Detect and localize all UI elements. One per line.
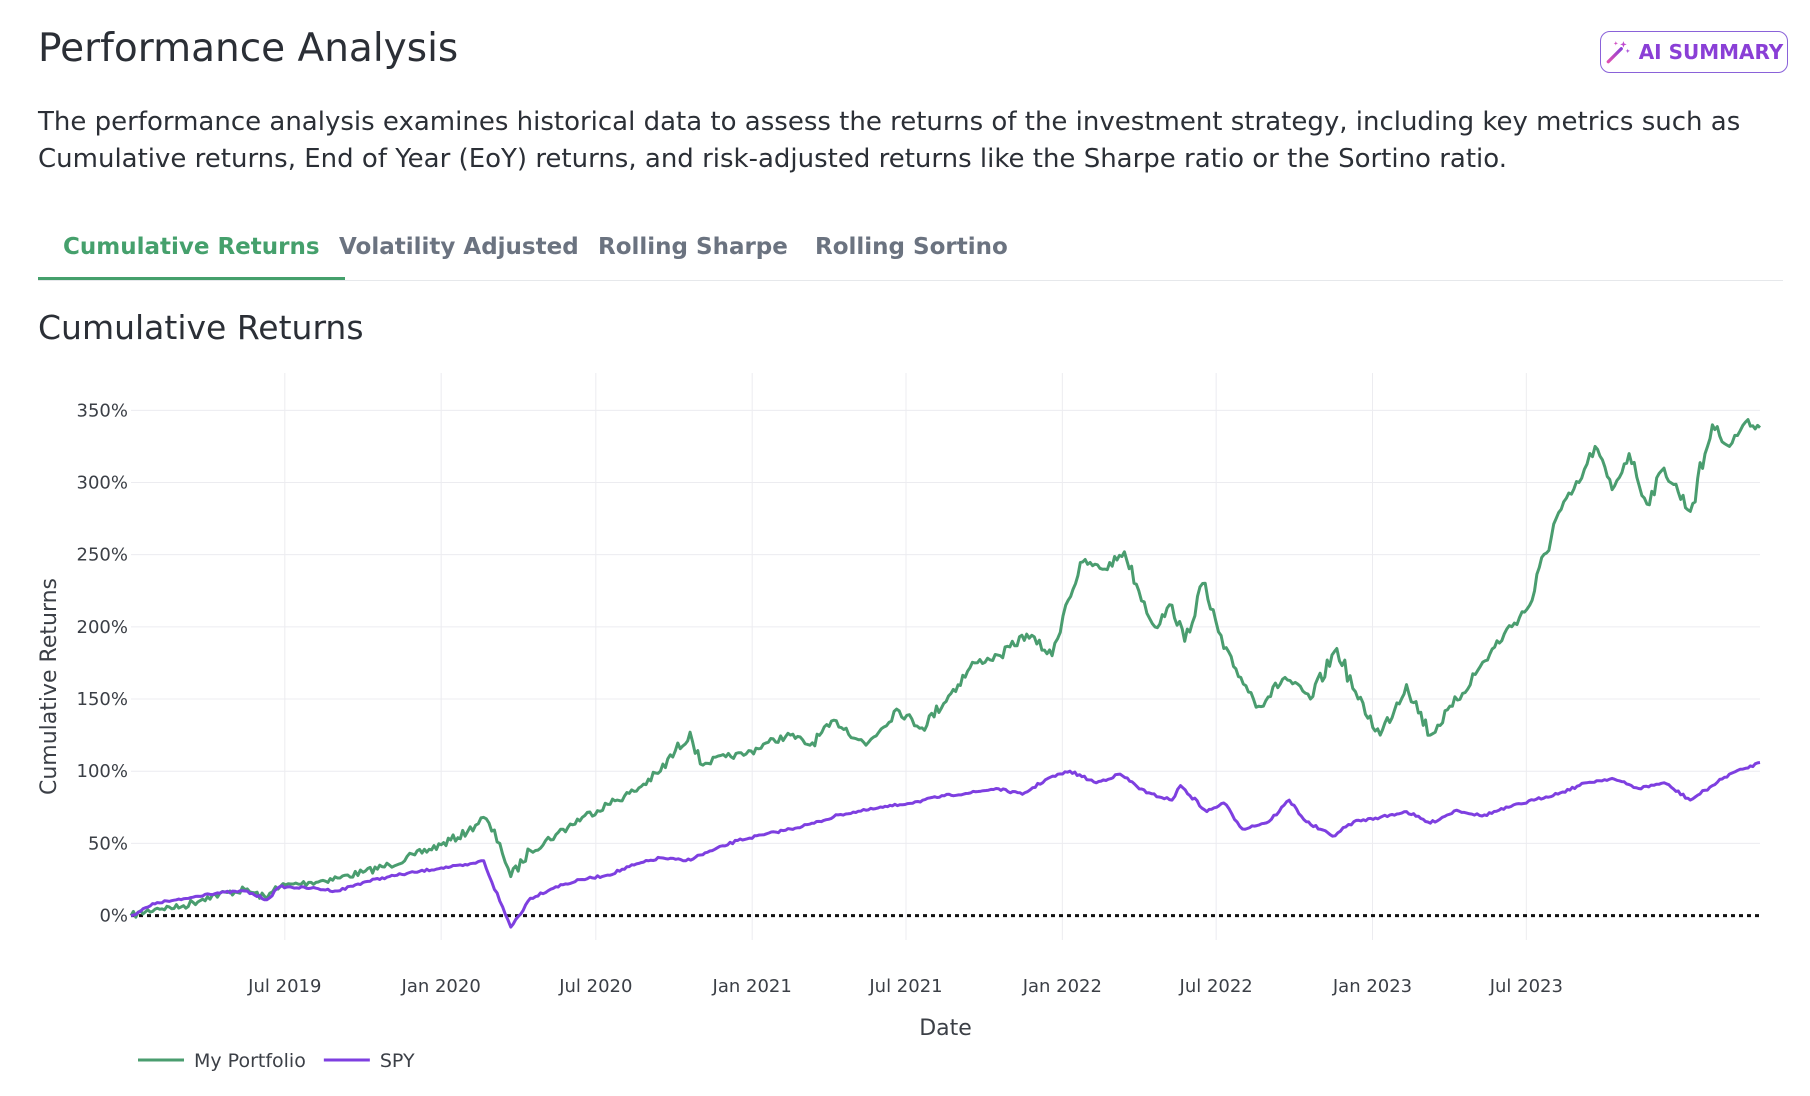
legend-label-my-portfolio[interactable]: My Portfolio	[194, 1050, 306, 1072]
x-tick-label: Jul 2020	[558, 976, 632, 997]
tab-volatility-adjusted[interactable]: Volatility Adjusted	[339, 234, 579, 260]
ai-summary-button[interactable]: AI SUMMARY	[1600, 31, 1788, 73]
series-line-my-portfolio	[129, 418, 1762, 919]
y-tick-label: 200%	[77, 617, 128, 638]
grid	[131, 373, 1760, 940]
x-tick-label: Jul 2023	[1489, 976, 1563, 997]
series-line-spy	[130, 761, 1761, 929]
legend: My Portfolio SPY	[138, 1050, 415, 1072]
x-axis-ticks: Jul 2019 Jan 2020 Jul 2020 Jan 2021 Jul 2021…	[247, 976, 1563, 997]
x-tick-label: Jul 2021	[868, 976, 942, 997]
series	[129, 418, 1762, 929]
x-tick-label: Jan 2022	[1022, 976, 1102, 997]
y-tick-label: 350%	[77, 400, 128, 421]
y-axis-title: Cumulative Returns	[37, 578, 62, 795]
page-title: Performance Analysis	[38, 26, 459, 71]
cumulative-returns-chart: 0% 50% 100% 150% 200% 250% 300% 350% Jul 2019 Ja…	[37, 373, 1762, 1072]
ai-summary-label: AI SUMMARY	[1638, 40, 1784, 64]
tab-rolling-sortino[interactable]: Rolling Sortino	[815, 234, 1008, 260]
y-tick-label: 300%	[77, 473, 128, 494]
magic-wand-icon	[1606, 41, 1630, 64]
y-tick-label: 50%	[88, 833, 128, 854]
x-tick-label: Jan 2023	[1332, 976, 1412, 997]
y-tick-label: 0%	[99, 906, 128, 927]
y-tick-label: 150%	[77, 689, 128, 710]
legend-label-spy[interactable]: SPY	[380, 1050, 415, 1072]
x-tick-label: Jul 2019	[247, 976, 321, 997]
x-axis-title: Date	[919, 1016, 972, 1041]
tab-rolling-sharpe[interactable]: Rolling Sharpe	[598, 234, 788, 260]
y-axis-ticks: 0% 50% 100% 150% 200% 250% 300% 350%	[77, 400, 128, 926]
description: The performance analysis examines histor…	[38, 107, 1741, 174]
x-tick-label: Jan 2021	[712, 976, 792, 997]
x-tick-label: Jul 2022	[1179, 976, 1253, 997]
tab-cumulative-returns[interactable]: Cumulative Returns	[38, 216, 345, 280]
y-tick-label: 250%	[77, 545, 128, 566]
section-title: Cumulative Returns	[38, 308, 364, 347]
y-tick-label: 100%	[77, 761, 128, 782]
tab-bar: Cumulative Returns Volatility Adjusted R…	[38, 216, 1783, 281]
x-tick-label: Jan 2020	[401, 976, 481, 997]
